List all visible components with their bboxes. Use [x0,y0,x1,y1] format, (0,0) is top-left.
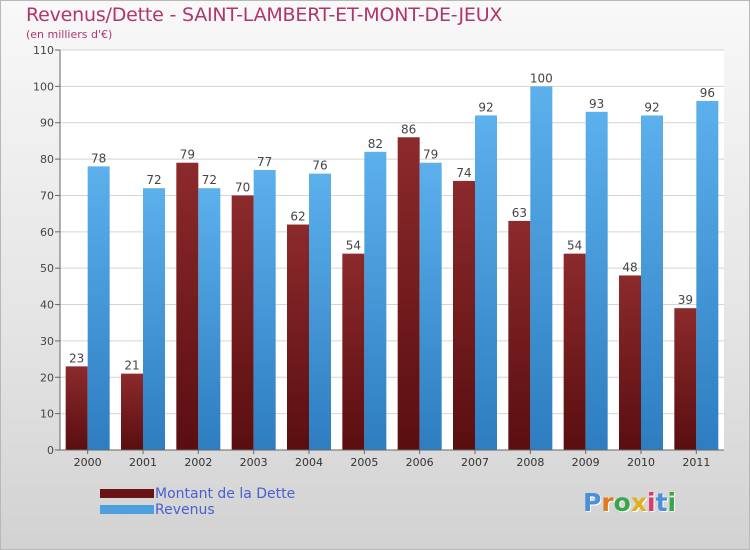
bar-revenus-2004 [309,173,331,451]
y-tick-label: 20 [40,371,54,384]
data-label-debt-2002: 79 [180,148,195,162]
logo-letter: t [655,488,668,517]
data-label-revenus-2010: 92 [644,100,659,114]
bar-revenus-2000 [87,166,110,450]
data-label-revenus-2003: 77 [257,155,272,169]
logo-letter: r [601,488,614,517]
data-label-revenus-2006: 79 [423,148,438,162]
y-tick-label: 90 [40,117,54,130]
bar-debt-2003 [231,195,254,450]
x-tick-label-2009: 2009 [572,456,600,469]
bar-debt-2007 [453,180,475,450]
x-tick-label-2002: 2002 [184,456,212,469]
bar-revenus-2002 [198,188,221,450]
plot-area [60,50,724,450]
data-label-debt-2007: 74 [456,166,471,180]
bar-revenus-2001 [143,188,165,450]
x-tick-label-2005: 2005 [350,456,378,469]
bar-revenus-2005 [364,151,387,450]
data-label-debt-2010: 48 [622,260,637,274]
data-label-revenus-2000: 78 [91,151,106,165]
bar-debt-2006 [397,137,420,451]
data-label-debt-2001: 21 [124,359,139,373]
logo-letter: x [630,488,647,517]
data-label-debt-2004: 62 [290,210,305,224]
data-label-revenus-2011: 96 [700,86,715,100]
proxiti-logo: Proxiti [583,488,676,517]
x-tick-label-2010: 2010 [627,456,655,469]
logo-letter: P [583,488,602,517]
data-label-debt-2009: 54 [567,239,582,253]
y-tick-label: 70 [40,189,54,202]
x-tick-label-2001: 2001 [129,456,157,469]
bar-revenus-2009 [585,111,608,451]
logo-letter: o [613,488,631,517]
x-tick-label-2004: 2004 [295,456,323,469]
data-label-revenus-2005: 82 [368,137,383,151]
data-label-debt-2003: 70 [235,180,250,194]
data-label-revenus-2004: 76 [312,159,327,173]
bar-debt-2004 [287,224,309,450]
x-tick-label-2003: 2003 [240,456,268,469]
data-label-revenus-2007: 92 [478,100,493,114]
x-tick-label-2006: 2006 [406,456,434,469]
data-label-debt-2006: 86 [401,122,416,136]
data-label-debt-2011: 39 [678,293,693,307]
logo-letter: i [647,488,656,517]
y-tick-label: 80 [40,153,54,166]
bar-debt-2002 [176,162,199,450]
bar-debt-2001 [121,373,143,450]
bar-revenus-2011 [696,100,719,450]
data-label-revenus-2002: 72 [202,173,217,187]
data-label-revenus-2001: 72 [146,173,161,187]
bar-revenus-2006 [419,162,442,450]
legend-swatch-debt [100,489,154,498]
bar-revenus-2010 [641,115,663,451]
legend-label-debt: Montant de la Dette [155,486,296,502]
data-label-debt-2008: 63 [512,206,527,220]
bar-revenus-2008 [530,86,553,450]
y-tick-label: 50 [40,262,54,275]
legend-swatch-revenus [100,505,154,514]
chart-title: Revenus/Dette - SAINT-LAMBERT-ET-MONT-DE… [26,4,503,26]
data-label-debt-2005: 54 [346,239,361,253]
data-label-revenus-2008: 100 [530,71,553,85]
y-tick-label: 30 [40,335,54,348]
chart-subtitle: (en milliers d'€) [26,28,113,41]
bar-revenus-2007 [475,115,497,451]
data-label-debt-2000: 23 [69,351,84,365]
x-tick-label-2007: 2007 [461,456,489,469]
y-tick-label: 0 [47,444,54,457]
bar-debt-2011 [674,308,697,450]
bar-debt-2005 [342,253,365,450]
bar-debt-2000 [65,366,88,450]
bar-debt-2010 [619,275,641,450]
logo-letter: i [667,488,677,517]
bar-debt-2008 [508,220,531,450]
data-label-revenus-2009: 93 [589,97,604,111]
y-tick-label: 10 [40,408,54,421]
y-tick-label: 40 [40,299,54,312]
x-tick-label-2008: 2008 [516,456,544,469]
x-tick-label-2000: 2000 [74,456,102,469]
x-tick-label-2011: 2011 [682,456,710,469]
bar-debt-2009 [563,253,586,450]
legend-label-revenus: Revenus [155,502,215,518]
y-tick-label: 110 [33,44,54,57]
bar-revenus-2003 [253,170,276,450]
y-tick-label: 100 [33,80,54,93]
y-tick-label: 60 [40,226,54,239]
